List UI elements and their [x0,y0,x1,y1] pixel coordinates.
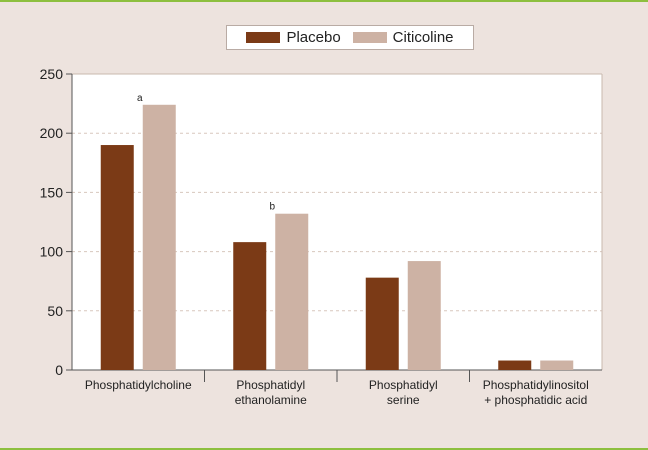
bar-placebo-0 [101,145,134,370]
bar-citicoline-2 [408,261,441,370]
y-tick-label: 100 [40,244,64,260]
annotation-b: b [269,202,275,213]
bar-citicoline-1 [275,214,308,370]
bar-placebo-3 [498,361,531,370]
bar-placebo-1 [233,242,266,370]
annotation-a: a [137,93,143,104]
bar-placebo-2 [366,278,399,370]
y-tick-label: 50 [47,303,63,319]
bar-citicoline-3 [540,361,573,370]
y-tick-label: 150 [40,184,64,200]
y-tick-label: 0 [55,362,63,378]
x-category-label: Phosphatidylinositol + phosphatidic acid [483,378,589,407]
y-tick-label: 250 [40,66,64,82]
bar-citicoline-0 [143,105,176,370]
x-category-label: Phosphatidyl ethanolamine [235,378,307,407]
y-tick-label: 200 [40,125,64,141]
x-category-label: Phosphatidyl serine [369,378,438,407]
x-category-label: Phosphatidylcholine [85,378,192,392]
